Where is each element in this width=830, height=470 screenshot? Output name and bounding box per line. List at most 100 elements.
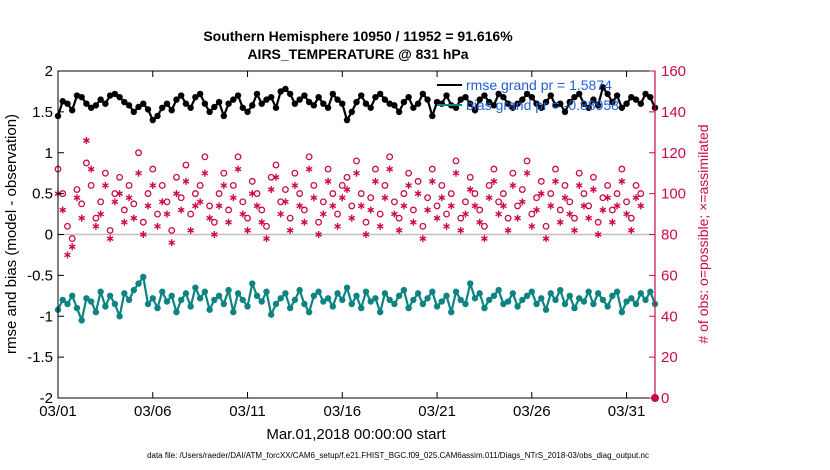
bias-marker (125, 296, 133, 304)
bias-marker (490, 292, 498, 300)
rmse-marker (467, 100, 474, 107)
obs-possible-marker (78, 200, 86, 208)
obs-assimilated-marker (253, 202, 261, 210)
obs-assimilated-marker (68, 243, 76, 251)
obs-assimilated-marker (590, 186, 597, 194)
obs-possible-marker (395, 214, 403, 222)
x-tick-label: 03/16 (324, 403, 362, 420)
obs-assimilated-marker (215, 202, 223, 210)
chart-title-line1: Southern Hemisphere 10950 / 11952 = 91.6… (203, 28, 513, 44)
obs-possible-marker (580, 190, 588, 198)
obs-possible-marker (334, 210, 341, 218)
obs-possible-marker (97, 198, 105, 206)
obs-possible-marker (514, 202, 522, 210)
obs-assimilated-marker (490, 177, 498, 185)
bias-marker (111, 300, 119, 308)
bias-marker (286, 304, 294, 312)
rmse-marker (580, 100, 588, 107)
obs-assimilated-marker (499, 202, 507, 210)
y-tick-label: 1 (45, 145, 53, 162)
bias-marker (97, 288, 104, 295)
rmse-marker (121, 98, 128, 106)
bias-marker (173, 308, 180, 316)
rmse-marker (642, 90, 649, 98)
obs-assimilated-marker (424, 206, 431, 214)
axes: 03/01 03/06 03/11 03/16 03/21 03/26 03/31 -2 -1.… (27, 63, 686, 420)
obs-assimilated-marker (192, 202, 199, 210)
obs-assimilated-marker (537, 190, 545, 198)
obs-possible-marker (627, 214, 635, 222)
bias-marker (400, 286, 408, 294)
rmse-marker (414, 100, 422, 107)
rmse-marker (125, 102, 133, 109)
obs-assimilated-marker (405, 181, 413, 189)
obs-assimilated-marker (282, 198, 289, 206)
obs-assimilated-marker (580, 202, 588, 210)
obs-assimilated-marker (428, 177, 436, 185)
obs-possible-marker (272, 161, 280, 169)
obs-possible-marker (509, 169, 517, 177)
obs-possible-marker (225, 206, 233, 214)
obs-assimilated-marker (391, 210, 398, 218)
obs-assimilated-marker (310, 194, 318, 202)
obs-possible-marker (462, 198, 469, 206)
bias-marker (381, 290, 389, 297)
obs-assimilated-marker (267, 186, 275, 194)
obs-possible-marker (177, 194, 185, 202)
bias-marker (334, 290, 341, 297)
obs-assimilated-marker (97, 210, 105, 218)
obs-possible-marker (101, 169, 109, 177)
rmse-marker (504, 100, 512, 107)
rmse-marker (358, 92, 365, 99)
obs-possible-marker (457, 214, 465, 222)
bias-marker (561, 300, 569, 308)
rmse-marker (557, 100, 564, 107)
obs-assimilated-marker (116, 190, 123, 198)
bias-marker (467, 280, 474, 287)
obs-assimilated-marker (83, 136, 90, 144)
bias-marker (116, 313, 123, 320)
obs-possible-marker (476, 206, 484, 214)
rmse-marker (159, 104, 166, 111)
rmse-marker (348, 108, 355, 116)
rmse-marker (268, 93, 275, 101)
rmse-marker (509, 104, 517, 111)
obs-possible-marker (537, 177, 545, 185)
obs-assimilated-marker (632, 194, 640, 202)
bias-marker (462, 300, 469, 308)
chart-title-line2: AIRS_TEMPERATURE @ 831 hPa (247, 46, 468, 62)
rmse-marker (405, 93, 412, 101)
obs-assimilated-marker (324, 177, 332, 185)
obs-possible-marker (585, 202, 593, 210)
rmse-marker (315, 93, 322, 101)
obs-assimilated-marker (139, 231, 147, 238)
bias-marker (542, 306, 550, 313)
obs-assimilated-marker (533, 206, 540, 214)
bias-marker (159, 288, 166, 295)
bias-marker (121, 290, 128, 297)
obs-possible-marker (191, 190, 199, 198)
rmse-marker (547, 92, 554, 99)
obs-assimilated-marker (419, 235, 427, 243)
legend-bias-label: bias grand pr = -0.88958 (466, 97, 619, 113)
obs-possible-marker (310, 181, 318, 189)
rmse-marker (320, 100, 327, 107)
bias-marker (509, 290, 517, 297)
obs-possible-marker (604, 181, 612, 189)
bias-marker (225, 286, 232, 294)
bias-marker (69, 292, 76, 300)
rmse-marker (163, 100, 171, 107)
rmse-marker (173, 96, 180, 103)
obs-possible-marker (386, 153, 394, 161)
bias-marker (87, 298, 95, 305)
obs-possible-marker (258, 206, 266, 214)
rmse-marker (538, 104, 545, 111)
rmse-marker (130, 108, 138, 116)
bias-marker (376, 308, 384, 316)
obs-assimilated-marker (348, 214, 356, 222)
rmse-marker (609, 98, 616, 106)
y-axis-label: rmse and bias (model - observation) (3, 114, 20, 354)
bias-marker (339, 296, 346, 304)
rmse-marker (452, 104, 460, 111)
obs-possible-marker (92, 214, 100, 222)
